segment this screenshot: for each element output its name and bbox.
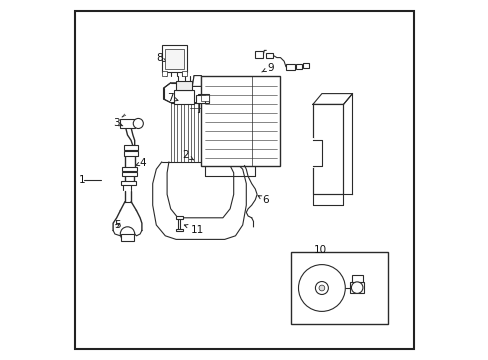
Bar: [123, 151, 137, 156]
Bar: [351, 275, 362, 282]
Bar: [291, 252, 387, 324]
Polygon shape: [192, 76, 201, 86]
Bar: [176, 81, 192, 90]
Bar: [121, 181, 136, 185]
Polygon shape: [312, 104, 343, 194]
Text: 2: 2: [182, 150, 193, 160]
Bar: [196, 95, 204, 103]
Bar: [162, 71, 167, 76]
Text: 5: 5: [114, 220, 121, 230]
Circle shape: [315, 282, 328, 294]
Bar: [174, 90, 194, 104]
Circle shape: [351, 282, 362, 293]
Polygon shape: [163, 83, 235, 103]
Bar: [181, 71, 186, 76]
Bar: [349, 282, 364, 293]
Bar: [164, 49, 183, 69]
Bar: [122, 167, 136, 171]
Text: 1: 1: [78, 175, 85, 185]
Bar: [201, 95, 208, 101]
Text: 4: 4: [136, 158, 146, 168]
Bar: [255, 51, 263, 58]
Circle shape: [133, 118, 143, 129]
Text: 8: 8: [156, 53, 166, 63]
Text: 7: 7: [167, 93, 178, 103]
Text: 6: 6: [258, 195, 268, 205]
Bar: [197, 94, 208, 103]
Bar: [178, 218, 180, 230]
Bar: [295, 64, 302, 69]
Bar: [122, 172, 136, 176]
Bar: [175, 216, 183, 219]
Bar: [265, 53, 272, 58]
Bar: [123, 145, 137, 150]
Text: 3: 3: [113, 118, 122, 128]
Circle shape: [318, 285, 324, 291]
Bar: [285, 64, 294, 70]
Text: 9: 9: [261, 63, 273, 73]
Bar: [201, 76, 280, 166]
Circle shape: [298, 265, 345, 311]
Bar: [162, 45, 186, 72]
Circle shape: [120, 227, 134, 241]
Bar: [121, 234, 133, 241]
Bar: [303, 63, 308, 68]
Text: 11: 11: [184, 225, 204, 235]
Bar: [120, 119, 134, 128]
Bar: [175, 229, 183, 231]
Text: 10: 10: [313, 245, 326, 255]
